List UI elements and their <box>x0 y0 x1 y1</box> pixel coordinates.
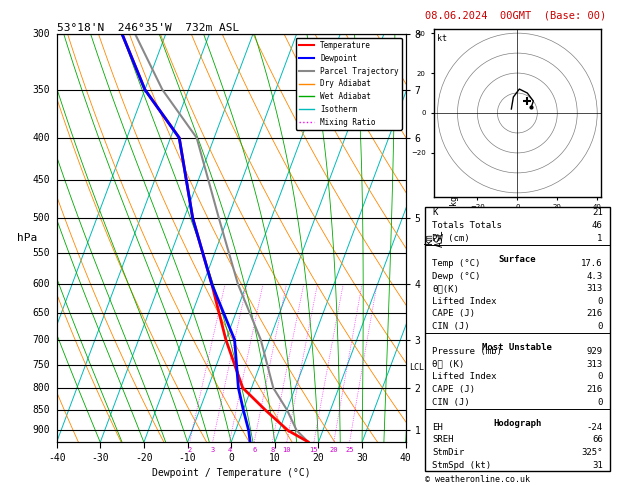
Text: StmDir: StmDir <box>432 448 464 457</box>
Text: 0: 0 <box>598 372 603 382</box>
Text: hPa: hPa <box>17 233 37 243</box>
Text: 929: 929 <box>587 347 603 356</box>
Text: 450: 450 <box>33 175 50 185</box>
Text: © weatheronline.co.uk: © weatheronline.co.uk <box>425 474 530 484</box>
X-axis label: Dewpoint / Temperature (°C): Dewpoint / Temperature (°C) <box>152 468 311 478</box>
Text: 300: 300 <box>33 29 50 39</box>
Text: Pressure (mb): Pressure (mb) <box>432 347 502 356</box>
Text: Most Unstable: Most Unstable <box>482 344 552 352</box>
Text: 313: 313 <box>587 284 603 293</box>
Text: 0: 0 <box>598 398 603 407</box>
Text: 750: 750 <box>33 360 50 370</box>
Text: 17.6: 17.6 <box>581 259 603 268</box>
Text: CAPE (J): CAPE (J) <box>432 385 475 394</box>
Text: 2: 2 <box>187 447 192 453</box>
Legend: Temperature, Dewpoint, Parcel Trajectory, Dry Adiabat, Wet Adiabat, Isotherm, Mi: Temperature, Dewpoint, Parcel Trajectory… <box>296 38 402 130</box>
Text: 313: 313 <box>587 360 603 369</box>
Text: 650: 650 <box>33 308 50 318</box>
Text: 4.3: 4.3 <box>587 272 603 280</box>
Text: 10: 10 <box>282 447 291 453</box>
Text: kt: kt <box>437 34 447 43</box>
Text: 850: 850 <box>33 405 50 415</box>
Text: 53°18'N  246°35'W  732m ASL: 53°18'N 246°35'W 732m ASL <box>57 23 239 33</box>
Text: 216: 216 <box>587 310 603 318</box>
Text: 400: 400 <box>33 133 50 143</box>
Text: 15: 15 <box>309 447 318 453</box>
Text: 20: 20 <box>330 447 338 453</box>
Text: θᴇ (K): θᴇ (K) <box>432 360 464 369</box>
Text: 700: 700 <box>33 335 50 345</box>
Text: 66: 66 <box>592 435 603 445</box>
Text: Dewp (°C): Dewp (°C) <box>432 272 481 280</box>
Text: 900: 900 <box>33 425 50 435</box>
Text: LCL: LCL <box>409 364 424 372</box>
Text: 325°: 325° <box>581 448 603 457</box>
Text: SREH: SREH <box>432 435 454 445</box>
Text: 800: 800 <box>33 383 50 393</box>
Text: 3: 3 <box>211 447 214 453</box>
Text: Lifted Index: Lifted Index <box>432 372 496 382</box>
Text: 6: 6 <box>252 447 256 453</box>
Text: Temp (°C): Temp (°C) <box>432 259 481 268</box>
Text: 600: 600 <box>33 279 50 289</box>
Text: 4: 4 <box>227 447 231 453</box>
Text: θᴇ(K): θᴇ(K) <box>432 284 459 293</box>
Text: 1: 1 <box>598 234 603 243</box>
Text: Surface: Surface <box>499 255 536 264</box>
Text: 500: 500 <box>33 213 50 224</box>
Text: CIN (J): CIN (J) <box>432 322 470 331</box>
Text: StmSpd (kt): StmSpd (kt) <box>432 461 491 469</box>
Text: PW (cm): PW (cm) <box>432 234 470 243</box>
Text: 550: 550 <box>33 248 50 258</box>
Text: 0: 0 <box>598 297 603 306</box>
Text: 8: 8 <box>270 447 274 453</box>
Text: 08.06.2024  00GMT  (Base: 00): 08.06.2024 00GMT (Base: 00) <box>425 11 606 21</box>
Text: 350: 350 <box>33 85 50 95</box>
Text: 0: 0 <box>598 322 603 331</box>
Text: 25: 25 <box>345 447 353 453</box>
Text: Totals Totals: Totals Totals <box>432 221 502 230</box>
Text: Lifted Index: Lifted Index <box>432 297 496 306</box>
Text: 46: 46 <box>592 221 603 230</box>
Text: Mixing Ratio (g/kg): Mixing Ratio (g/kg) <box>450 191 459 286</box>
Text: Hodograph: Hodograph <box>493 419 542 428</box>
Text: 21: 21 <box>592 208 603 217</box>
Y-axis label: km
ASL: km ASL <box>423 229 445 247</box>
Text: 31: 31 <box>592 461 603 469</box>
Text: CIN (J): CIN (J) <box>432 398 470 407</box>
Text: 216: 216 <box>587 385 603 394</box>
Text: K: K <box>432 208 437 217</box>
Text: EH: EH <box>432 423 443 432</box>
Text: -24: -24 <box>587 423 603 432</box>
Text: CAPE (J): CAPE (J) <box>432 310 475 318</box>
